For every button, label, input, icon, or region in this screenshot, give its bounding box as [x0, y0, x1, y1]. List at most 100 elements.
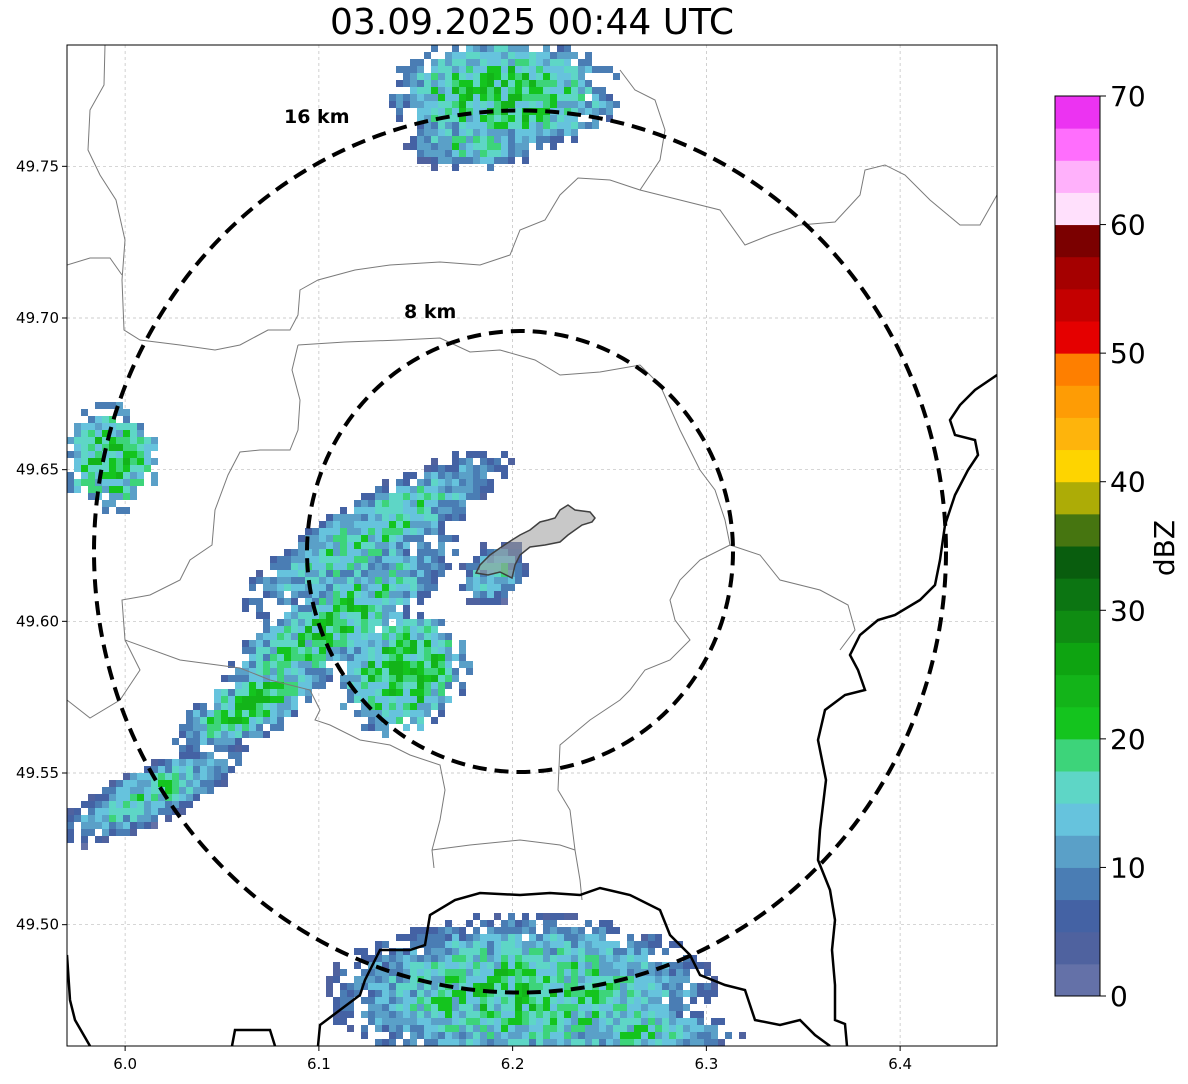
- echo-pixel: [179, 752, 186, 759]
- echo-pixel: [571, 948, 578, 955]
- echo-pixel: [172, 801, 179, 808]
- echo-pixel: [494, 136, 501, 143]
- echo-pixel: [592, 969, 599, 976]
- echo-pixel: [165, 815, 172, 822]
- echo-pixel: [585, 87, 592, 94]
- echo-pixel: [690, 997, 697, 1004]
- echo-pixel: [347, 626, 354, 633]
- echo-pixel: [543, 934, 550, 941]
- echo-pixel: [438, 661, 445, 668]
- echo-pixel: [452, 1032, 459, 1039]
- echo-pixel: [473, 1004, 480, 1011]
- echo-pixel: [571, 115, 578, 122]
- echo-pixel: [452, 934, 459, 941]
- echo-pixel: [382, 1039, 389, 1046]
- echo-pixel: [263, 619, 270, 626]
- echo-pixel: [599, 1039, 606, 1046]
- echo-pixel: [109, 829, 116, 836]
- echo-pixel: [501, 997, 508, 1004]
- echo-pixel: [270, 584, 277, 591]
- echo-pixel: [354, 682, 361, 689]
- echo-pixel: [641, 990, 648, 997]
- echo-pixel: [445, 472, 452, 479]
- echo-pixel: [459, 661, 466, 668]
- echo-pixel: [501, 472, 508, 479]
- echo-pixel: [473, 941, 480, 948]
- echo-pixel: [368, 997, 375, 1004]
- echo-pixel: [410, 143, 417, 150]
- echo-pixel: [578, 927, 585, 934]
- echo-pixel: [606, 976, 613, 983]
- echo-pixel: [452, 1011, 459, 1018]
- echo-pixel: [459, 654, 466, 661]
- echo-pixel: [284, 570, 291, 577]
- echo-pixel: [403, 535, 410, 542]
- range-ring-8km: [305, 329, 735, 774]
- echo-pixel: [550, 1004, 557, 1011]
- echo-pixel: [333, 619, 340, 626]
- echo-pixel: [655, 983, 662, 990]
- echo-pixel: [445, 934, 452, 941]
- echo-pixel: [193, 703, 200, 710]
- echo-pixel: [221, 738, 228, 745]
- echo-pixel: [375, 955, 382, 962]
- echo-pixel: [403, 661, 410, 668]
- echo-pixel: [221, 745, 228, 752]
- echo-pixel: [123, 801, 130, 808]
- echo-pixel: [109, 430, 116, 437]
- echo-pixel: [543, 976, 550, 983]
- echo-pixel: [410, 73, 417, 80]
- echo-pixel: [676, 969, 683, 976]
- echo-pixel: [235, 703, 242, 710]
- echo-pixel: [221, 710, 228, 717]
- echo-pixel: [186, 759, 193, 766]
- echo-pixel: [382, 675, 389, 682]
- echo-pixel: [326, 640, 333, 647]
- echo-pixel: [536, 66, 543, 73]
- echo-pixel: [228, 710, 235, 717]
- echo-pixel: [333, 605, 340, 612]
- echo-pixel: [172, 766, 179, 773]
- echo-pixel: [480, 465, 487, 472]
- echo-pixel: [438, 640, 445, 647]
- echo-pixel: [256, 710, 263, 717]
- echo-pixel: [284, 584, 291, 591]
- echo-pixel: [417, 990, 424, 997]
- echo-pixel: [424, 941, 431, 948]
- echo-pixel: [305, 605, 312, 612]
- echo-pixel: [445, 479, 452, 486]
- echo-pixel: [375, 668, 382, 675]
- echo-pixel: [704, 1025, 711, 1032]
- echo-pixel: [501, 1011, 508, 1018]
- echo-pixel: [389, 696, 396, 703]
- echo-pixel: [403, 633, 410, 640]
- echo-pixel: [487, 143, 494, 150]
- echo-pixel: [340, 598, 347, 605]
- echo-pixel: [431, 500, 438, 507]
- echo-pixel: [641, 1039, 648, 1046]
- echo-pixel: [382, 682, 389, 689]
- echo-pixel: [389, 535, 396, 542]
- echo-pixel: [144, 451, 151, 458]
- echo-pixel: [389, 1011, 396, 1018]
- echo-pixel: [592, 990, 599, 997]
- echo-pixel: [116, 472, 123, 479]
- echo-pixel: [389, 703, 396, 710]
- echo-pixel: [515, 129, 522, 136]
- echo-pixel: [235, 731, 242, 738]
- echo-pixel: [431, 1039, 438, 1046]
- echo-pixel: [466, 983, 473, 990]
- echo-pixel: [473, 493, 480, 500]
- echo-pixel: [466, 66, 473, 73]
- y-tick-label: 49.75: [16, 157, 59, 175]
- echo-pixel: [578, 80, 585, 87]
- echo-pixel: [557, 108, 564, 115]
- echo-pixel: [347, 990, 354, 997]
- echo-pixel: [424, 150, 431, 157]
- echo-pixel: [501, 983, 508, 990]
- echo-pixel: [382, 626, 389, 633]
- echo-pixel: [578, 955, 585, 962]
- echo-pixel: [151, 787, 158, 794]
- echo-pixel: [543, 94, 550, 101]
- echo-pixel: [452, 514, 459, 521]
